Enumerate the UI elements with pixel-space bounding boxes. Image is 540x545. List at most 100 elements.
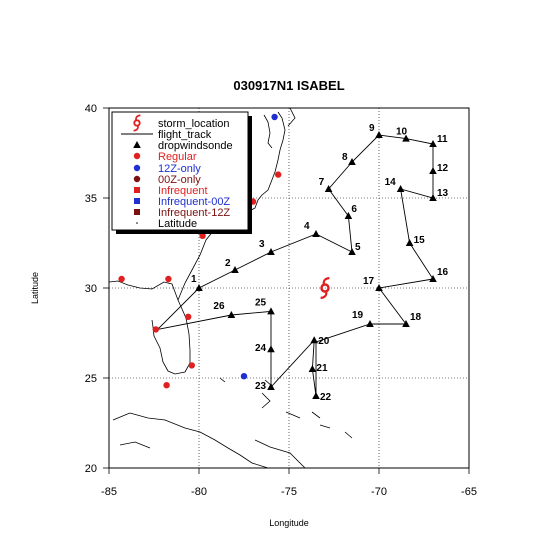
y-tick-label: 25 [85, 373, 97, 385]
dropwindsonde-label: 1 [191, 274, 197, 285]
station-marker [165, 275, 172, 283]
storm-icon [133, 114, 141, 132]
x-axis-label: Longitude [269, 518, 309, 528]
y-tick-label: 35 [85, 193, 97, 205]
dropwindsonde-marker [366, 320, 374, 327]
legend-square-symbol [134, 187, 140, 193]
legend-label-regular: Regular [158, 151, 197, 163]
station-marker [152, 326, 159, 333]
dropwindsonde-marker [227, 311, 236, 318]
dropwindsonde-label: 12 [437, 163, 449, 174]
dropwindsonde-label: 4 [304, 221, 310, 232]
dropwindsonde-marker [402, 320, 410, 327]
x-tick-label: -65 [461, 486, 477, 498]
station-marker [271, 113, 278, 121]
dropwindsonde-marker [308, 365, 317, 372]
y-tick-label: 40 [85, 103, 97, 115]
y-tick-label: 30 [85, 283, 97, 295]
legend-label-00z-only: 00Z-only [158, 174, 201, 186]
dropwindsonde-label: 10 [396, 127, 408, 138]
dropwindsonde-label: 14 [385, 177, 397, 188]
dropwindsonde-label: 6 [351, 204, 357, 215]
legend-label-storm-location: storm_location [158, 118, 230, 130]
legend-square-symbol [134, 209, 140, 215]
station-marker [185, 313, 192, 320]
legend-label-flight-track: flight_track [158, 129, 212, 141]
dropwindsonde-marker [310, 336, 318, 344]
legend-label-infrequent-00z: Infrequent-00Z [158, 196, 230, 208]
dropwindsonde-marker [348, 248, 356, 255]
dropwindsonde-marker [405, 239, 414, 246]
dropwindsonde-label: 9 [369, 123, 375, 134]
legend-circle-symbol [133, 175, 141, 183]
dropwindsonde-label: 11 [437, 134, 448, 145]
storm-icon [320, 277, 330, 299]
dropwindsonde-label: 22 [320, 392, 332, 403]
station-marker [118, 275, 125, 283]
dropwindsonde-label: 7 [319, 177, 325, 188]
dropwindsonde-marker [231, 266, 239, 273]
storm-layer [320, 277, 330, 299]
dropwindsonde-label: 25 [255, 297, 267, 308]
station-marker [275, 171, 282, 178]
dropwindsonde-label: 2 [225, 258, 231, 269]
station-marker [163, 382, 170, 389]
station-marker [199, 232, 206, 239]
dropwindsonde-marker [429, 275, 437, 282]
x-tick-label: -70 [371, 486, 387, 498]
dropwindsonde-marker [267, 345, 275, 353]
y-tick-label: 20 [85, 463, 97, 475]
legend-dot-symbol [136, 222, 138, 224]
x-tick-label: -75 [281, 486, 297, 498]
dropwindsonde-marker [312, 230, 320, 237]
dropwindsonde-label: 18 [410, 312, 422, 323]
x-tick-label: -80 [191, 486, 207, 498]
station-marker [188, 362, 195, 369]
dropwindsonde-label: 26 [213, 301, 225, 312]
map-title: 030917N1 ISABEL [233, 78, 344, 93]
dropwindsonde-marker [396, 185, 405, 192]
dropwindsonde-marker [429, 194, 437, 201]
dropwindsonde-marker [402, 134, 410, 142]
dropwindsonde-marker [267, 248, 275, 255]
dropwindsonde-label: 16 [437, 267, 449, 278]
axis-ticks [103, 107, 470, 474]
dropwindsonde-label: 13 [437, 188, 449, 199]
dropwindsonde-marker [195, 284, 203, 291]
dropwindsonde-marker [429, 167, 437, 174]
dropwindsonde-label: 8 [342, 152, 348, 163]
legend-label-12z-only: 12Z-only [158, 163, 201, 175]
dropwindsonde-label: 19 [352, 310, 364, 321]
legend: storm_location flight_track dropwindsond… [111, 111, 252, 234]
legend-triangle-symbol [133, 141, 141, 148]
legend-symbols [121, 114, 153, 224]
dropwindsonde-marker [375, 131, 383, 138]
legend-label-latitude: Latitude [158, 218, 197, 230]
legend-square-symbol [134, 198, 140, 204]
dropwindsonde-label: 5 [355, 242, 361, 253]
dropwindsonde-label: 17 [363, 276, 375, 287]
legend-label-infrequent: Infrequent [158, 185, 208, 197]
dropwindsonde-marker [344, 212, 353, 219]
legend-circle-symbol [133, 164, 141, 172]
legend-label-dropwindsonde: dropwindsonde [158, 140, 233, 152]
station-layer [118, 113, 282, 389]
dropwindsonde-marker [429, 140, 437, 147]
dropwindsonde-label: 23 [255, 381, 267, 392]
station-marker [240, 373, 248, 380]
dropwindsonde-marker [375, 284, 383, 291]
dropwindsonde-label: 21 [316, 363, 328, 374]
legend-circle-symbol [133, 152, 141, 160]
dropwindsonde-label: 24 [255, 343, 267, 354]
y-axis-label: Latitude [30, 272, 40, 304]
dropwindsonde-marker [312, 392, 320, 399]
dropwindsonde-marker [267, 307, 275, 315]
x-tick-label: -85 [101, 486, 117, 498]
dropwindsonde-marker [348, 158, 356, 165]
dropwindsonde-label: 15 [414, 235, 426, 246]
dropwindsonde-marker [267, 383, 275, 390]
dropwindsonde-label: 3 [259, 239, 265, 250]
legend-label-infrequent-12z: Infrequent-12Z [158, 207, 230, 219]
